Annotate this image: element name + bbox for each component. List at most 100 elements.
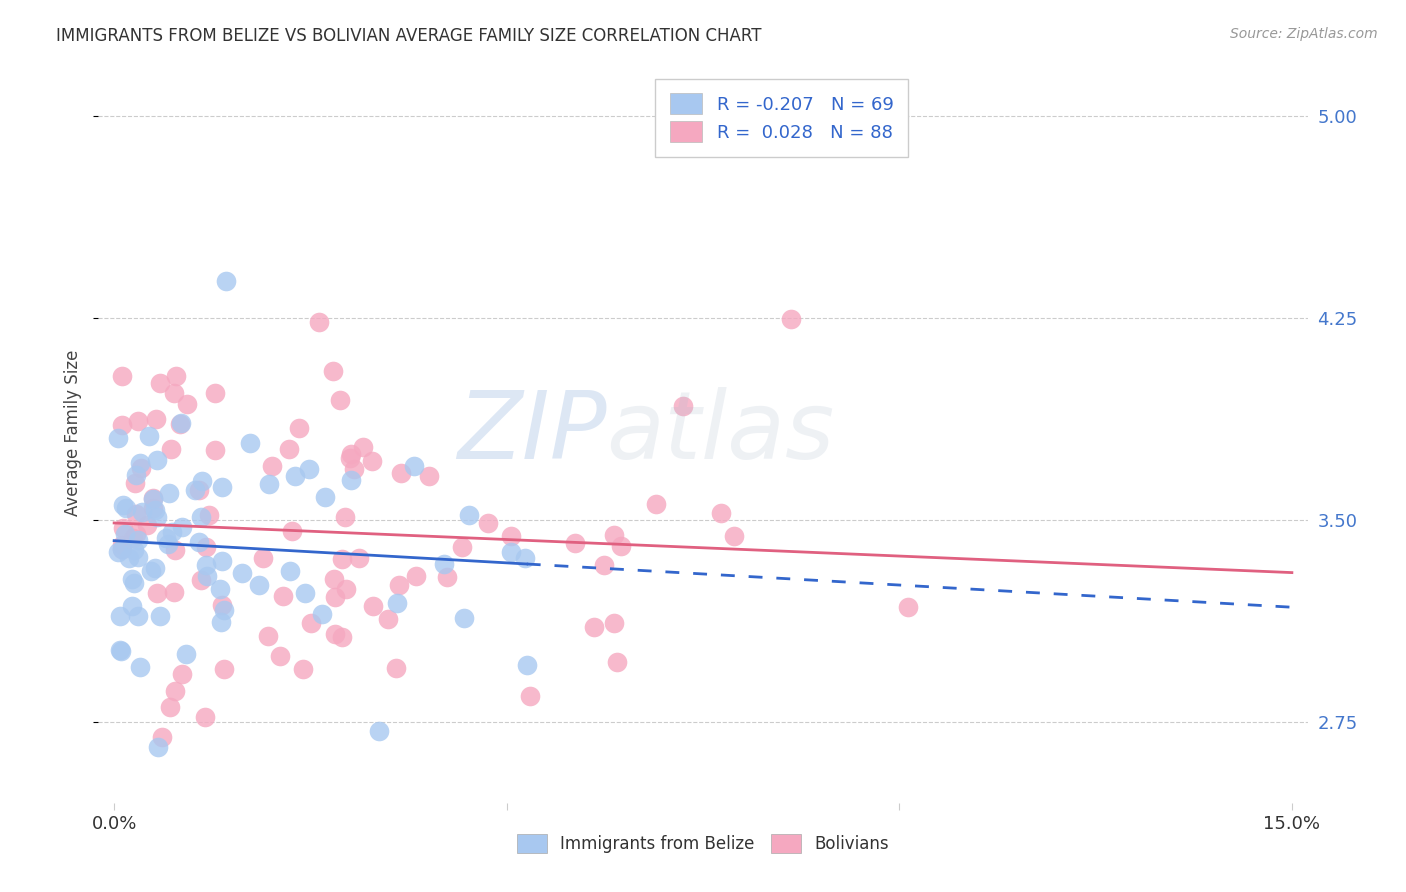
Point — [361, 454, 384, 468]
Point — [209, 615, 232, 629]
Point — [257, 476, 280, 491]
Point — [385, 596, 408, 610]
Point — [897, 600, 920, 615]
Point — [501, 544, 523, 558]
Point — [644, 497, 666, 511]
Point — [368, 723, 391, 738]
Point — [172, 520, 194, 534]
Point — [294, 586, 316, 600]
Point — [278, 564, 301, 578]
Point — [127, 609, 149, 624]
Point — [247, 578, 270, 592]
Legend: Immigrants from Belize, Bolivians: Immigrants from Belize, Bolivians — [509, 825, 897, 861]
Point — [723, 528, 745, 542]
Point — [457, 508, 479, 522]
Point — [170, 667, 193, 681]
Point — [124, 475, 146, 490]
Point — [404, 458, 426, 473]
Point — [385, 661, 408, 675]
Point — [340, 446, 363, 460]
Point — [292, 662, 315, 676]
Point — [108, 609, 131, 624]
Point — [150, 731, 173, 745]
Point — [165, 368, 187, 383]
Point — [211, 599, 233, 613]
Point — [339, 450, 361, 465]
Text: ZIP: ZIP — [457, 387, 606, 478]
Point — [333, 509, 356, 524]
Point — [188, 483, 211, 497]
Point — [146, 740, 169, 755]
Point — [124, 527, 146, 541]
Point — [163, 585, 186, 599]
Point — [377, 612, 399, 626]
Point — [111, 541, 134, 556]
Point — [176, 397, 198, 411]
Point — [610, 540, 633, 554]
Point — [169, 417, 191, 431]
Point — [111, 369, 134, 384]
Point — [129, 460, 152, 475]
Text: IMMIGRANTS FROM BELIZE VS BOLIVIAN AVERAGE FAMILY SIZE CORRELATION CHART: IMMIGRANTS FROM BELIZE VS BOLIVIAN AVERA… — [56, 27, 762, 45]
Point — [252, 550, 274, 565]
Point — [451, 540, 474, 554]
Point — [110, 644, 132, 658]
Point — [127, 550, 149, 565]
Point — [211, 481, 233, 495]
Point — [127, 533, 149, 548]
Point — [606, 656, 628, 670]
Point — [118, 550, 141, 565]
Point — [281, 524, 304, 538]
Point — [146, 586, 169, 600]
Point — [143, 561, 166, 575]
Point — [204, 386, 226, 401]
Point — [342, 461, 364, 475]
Point — [314, 490, 336, 504]
Point — [231, 566, 253, 581]
Point — [271, 589, 294, 603]
Point — [453, 611, 475, 625]
Point — [211, 554, 233, 568]
Point — [592, 558, 614, 573]
Point — [335, 582, 357, 596]
Point — [156, 537, 179, 551]
Point — [107, 431, 129, 445]
Point — [111, 538, 134, 552]
Point — [125, 468, 148, 483]
Point — [121, 572, 143, 586]
Point — [208, 582, 231, 596]
Point — [143, 503, 166, 517]
Point — [170, 416, 193, 430]
Point — [183, 483, 205, 497]
Point — [146, 453, 169, 467]
Point — [519, 689, 541, 703]
Point — [146, 510, 169, 524]
Point — [111, 418, 134, 433]
Point — [163, 385, 186, 400]
Point — [499, 528, 522, 542]
Point — [311, 607, 333, 622]
Point — [127, 414, 149, 428]
Point — [330, 552, 353, 566]
Point — [121, 599, 143, 614]
Point — [672, 400, 695, 414]
Point — [477, 516, 499, 530]
Point — [330, 630, 353, 644]
Point — [278, 442, 301, 456]
Point — [516, 657, 538, 672]
Point — [122, 576, 145, 591]
Point — [194, 710, 217, 724]
Point — [349, 551, 371, 566]
Point — [190, 475, 212, 489]
Point — [214, 603, 236, 617]
Point — [388, 578, 411, 592]
Point — [142, 491, 165, 506]
Point — [361, 599, 384, 613]
Point — [149, 609, 172, 624]
Point — [288, 421, 311, 435]
Point — [352, 440, 374, 454]
Point — [603, 528, 626, 542]
Point — [195, 558, 218, 573]
Point — [710, 506, 733, 520]
Point — [329, 392, 352, 407]
